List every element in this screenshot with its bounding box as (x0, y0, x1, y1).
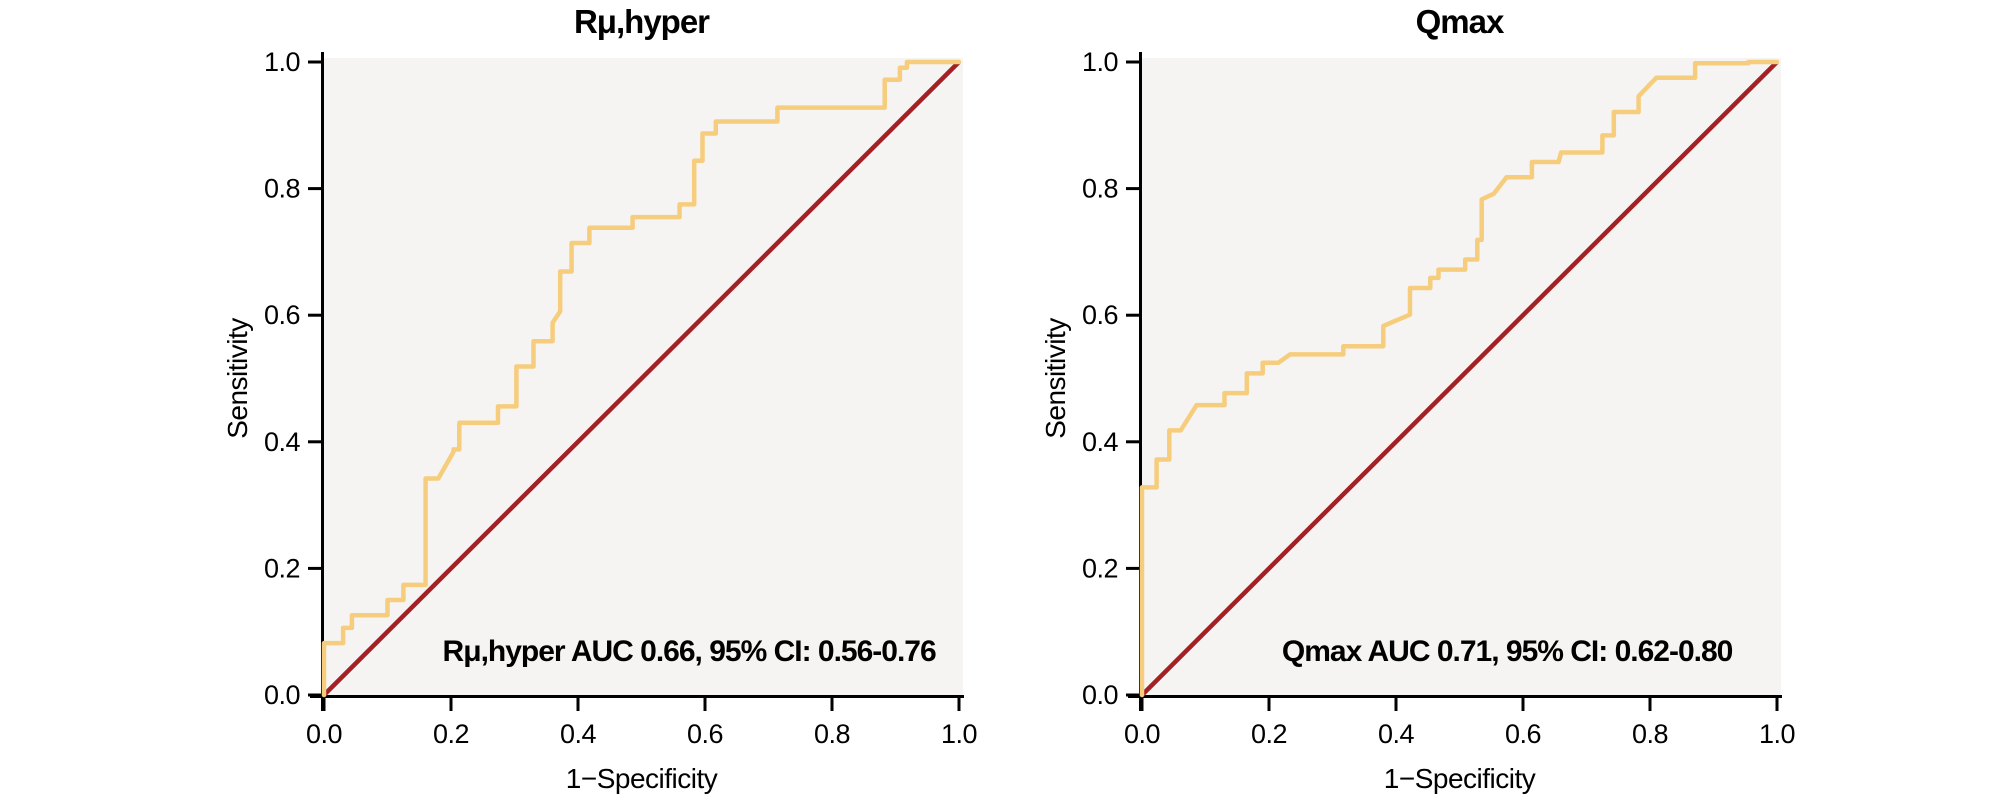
roc-panel-1: 0.00.0 0.2 0.2 0.4 0.4 0.6 0.6 0.8 0.8 1.0 1.0 Qmax… (1040, 3, 1796, 794)
y-tick-label: 1.0 (1082, 47, 1118, 77)
plot-title: Qmax (1416, 3, 1505, 40)
x-axis-label: 1−Specificity (566, 763, 718, 794)
y-tick-label: 0.2 (264, 553, 300, 583)
x-tick-label: 0.2 (433, 719, 469, 749)
roc-curve (1139, 59, 1780, 698)
y-tick-label: 0.0 (1082, 680, 1118, 710)
roc-panel-0: 0.00.0 0.2 0.2 0.4 0.4 0.6 0.6 0.8 0.8 1.0 1.0 Rμ,h… (222, 3, 978, 794)
plot-title: Rμ,hyper (574, 3, 710, 40)
y-tick-label: 0.6 (1082, 300, 1118, 330)
auc-annotation: Qmax AUC 0.71, 95% CI: 0.62-0.80 (1282, 635, 1733, 668)
x-tick-label: 0.8 (814, 719, 850, 749)
x-tick-label: 0.0 (306, 719, 342, 749)
reference-diagonal (1140, 60, 1779, 697)
y-tick-label: 0.4 (264, 427, 301, 457)
roc-curve (321, 59, 962, 698)
x-tick-label: 0.8 (1632, 719, 1668, 749)
x-tick-label: 0.2 (1251, 719, 1287, 749)
y-axis-label: Sensitivity (222, 318, 253, 439)
x-axis-label: 1−Specificity (1384, 763, 1536, 794)
y-tick-label: 0.4 (1082, 427, 1119, 457)
y-tick-label: 0.2 (1082, 553, 1118, 583)
reference-diagonal (322, 60, 961, 697)
y-axis-label: Sensitivity (1040, 318, 1071, 439)
x-tick-label: 0.6 (687, 719, 723, 749)
y-tick-label: 0.8 (1082, 174, 1118, 204)
y-tick-label: 0.0 (264, 680, 300, 710)
auc-annotation: Rμ,hyper AUC 0.66, 95% CI: 0.56-0.76 (443, 635, 936, 668)
x-tick-label: 0.0 (1124, 719, 1160, 749)
y-tick-label: 0.8 (264, 174, 300, 204)
y-tick-label: 1.0 (264, 47, 300, 77)
x-tick-label: 1.0 (1759, 719, 1795, 749)
y-tick-label: 0.6 (264, 300, 300, 330)
x-tick-label: 0.4 (1378, 719, 1415, 749)
x-tick-label: 1.0 (941, 719, 977, 749)
x-tick-label: 0.4 (560, 719, 597, 749)
x-tick-label: 0.6 (1505, 719, 1541, 749)
